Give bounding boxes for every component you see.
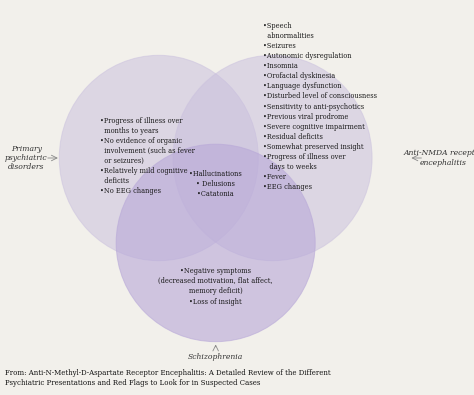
Text: •Speech
  abnormalities
•Seizures
•Autonomic dysregulation
•Insomnia
•Orofacial : •Speech abnormalities •Seizures •Autonom… [263,22,377,191]
Text: Schizophrenia: Schizophrenia [188,354,243,361]
Ellipse shape [59,55,258,261]
Ellipse shape [173,55,372,261]
Text: From: Anti-N-Methyl-D-Aspartate Receptor Encephalitis: A Detailed Review of the : From: Anti-N-Methyl-D-Aspartate Receptor… [5,369,330,387]
Text: •Progress of illness over
  months to years
•No evidence of organic
  involvemen: •Progress of illness over months to year… [100,117,194,195]
Text: Primary
psychiatric
disorders: Primary psychiatric disorders [5,145,47,171]
Ellipse shape [116,144,315,342]
Text: •Hallucinations
• Delusions
•Catatonia: •Hallucinations • Delusions •Catatonia [189,169,242,198]
Text: Anti-NMDA receptor
encephalitis: Anti-NMDA receptor encephalitis [403,149,474,167]
Text: •Negative symptoms
(decreased motivation, flat affect,
memory deficit)
•Loss of : •Negative symptoms (decreased motivation… [158,267,273,305]
